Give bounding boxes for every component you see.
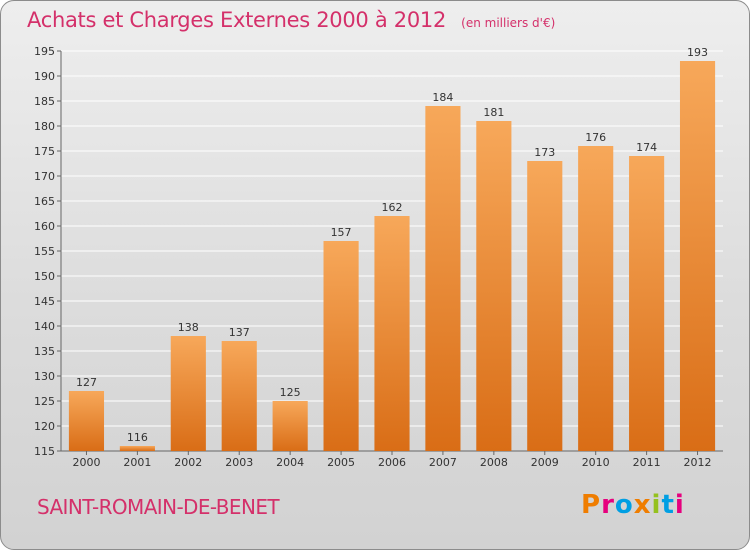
logo-letter: o	[614, 490, 634, 520]
label-layer: 115 120 125 130 135 140 145 150 155 160 165 170 175 1…	[34, 45, 712, 469]
bar	[272, 401, 308, 451]
data-label: 181	[483, 106, 504, 119]
data-label: 173	[534, 146, 555, 159]
x-tick-label: 2006	[378, 456, 406, 469]
y-tick-label: 120	[34, 420, 55, 433]
data-label: 157	[331, 226, 352, 239]
logo-letter: x	[633, 490, 652, 520]
y-tick-label: 170	[34, 170, 55, 183]
x-tick-label: 2007	[429, 456, 457, 469]
y-tick-label: 165	[34, 195, 55, 208]
y-tick-label: 115	[34, 445, 55, 458]
x-tick-label: 2012	[684, 456, 712, 469]
bar	[68, 391, 105, 451]
chart-title: Achats et Charges Externes 2000 à 2012	[27, 8, 447, 32]
y-tick-label: 195	[34, 45, 55, 58]
data-label: 138	[178, 321, 199, 334]
bar-layer	[68, 61, 716, 451]
bar	[323, 241, 359, 451]
y-tick-label: 160	[34, 220, 55, 233]
data-label: 116	[127, 431, 148, 444]
x-tick-label: 2009	[531, 456, 559, 469]
y-tick-label: 190	[34, 70, 55, 83]
x-tick-label: 2008	[480, 456, 508, 469]
y-tick-label: 135	[34, 345, 55, 358]
y-tick-label: 175	[34, 145, 55, 158]
bar	[476, 121, 512, 451]
x-tick-label: 2011	[633, 456, 661, 469]
y-tick-label: 180	[34, 120, 55, 133]
logo-letter: t	[661, 490, 675, 520]
data-label: 176	[585, 131, 606, 144]
y-tick-label: 130	[34, 370, 55, 383]
y-tick-label: 185	[34, 95, 55, 108]
x-tick-label: 2004	[276, 456, 304, 469]
bar	[221, 341, 257, 451]
title-row: Achats et Charges Externes 2000 à 2012 (…	[27, 8, 555, 32]
data-label: 137	[229, 326, 250, 339]
bar	[425, 106, 461, 451]
y-tick-label: 155	[34, 245, 55, 258]
bar	[119, 446, 155, 451]
x-tick-label: 2001	[123, 456, 151, 469]
data-label: 127	[76, 376, 97, 389]
x-tick-label: 2002	[174, 456, 202, 469]
commune-name: SAINT-ROMAIN-DE-BENET	[37, 495, 280, 519]
proxiti-logo: Proxiti	[581, 490, 685, 520]
bar	[374, 216, 410, 451]
data-label: 184	[432, 91, 453, 104]
y-tick-label: 125	[34, 395, 55, 408]
bar	[679, 61, 716, 451]
logo-letter: i	[651, 490, 662, 520]
y-tick-label: 145	[34, 295, 55, 308]
data-label: 193	[687, 46, 708, 59]
data-label: 162	[382, 201, 403, 214]
data-label: 174	[636, 141, 657, 154]
x-tick-label: 2005	[327, 456, 355, 469]
y-tick-label: 140	[34, 320, 55, 333]
bar	[629, 156, 665, 451]
x-tick-label: 2000	[72, 456, 100, 469]
logo-letter: r	[601, 490, 615, 520]
logo-letter: i	[674, 490, 685, 520]
chart-unit: (en milliers d'€)	[461, 16, 556, 30]
x-tick-label: 2003	[225, 456, 253, 469]
bar	[527, 161, 563, 451]
bar	[170, 336, 206, 451]
logo-letter: P	[581, 490, 602, 520]
data-label: 125	[280, 386, 301, 399]
y-tick-label: 150	[34, 270, 55, 283]
x-tick-label: 2010	[582, 456, 610, 469]
bar	[578, 146, 614, 451]
